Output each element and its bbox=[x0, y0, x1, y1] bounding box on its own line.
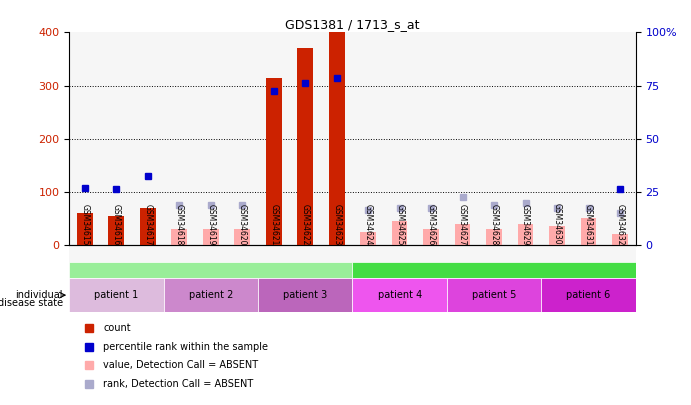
Bar bbox=[69, 32, 101, 245]
Text: patient 2: patient 2 bbox=[189, 290, 233, 300]
Text: count: count bbox=[103, 323, 131, 333]
Bar bbox=[164, 245, 195, 279]
Bar bbox=[203, 229, 218, 245]
Bar bbox=[290, 32, 321, 245]
Bar bbox=[171, 229, 187, 245]
Bar bbox=[360, 232, 376, 245]
Bar bbox=[384, 245, 415, 279]
Bar bbox=[321, 32, 352, 245]
Bar bbox=[478, 32, 510, 245]
Bar bbox=[352, 245, 384, 279]
Bar bbox=[329, 32, 345, 245]
Text: disease state: disease state bbox=[0, 298, 63, 309]
Text: patient 1: patient 1 bbox=[94, 290, 138, 300]
FancyBboxPatch shape bbox=[69, 262, 352, 345]
Bar bbox=[352, 32, 384, 245]
FancyBboxPatch shape bbox=[541, 279, 636, 312]
Bar bbox=[164, 32, 195, 245]
Bar bbox=[415, 245, 447, 279]
Bar bbox=[541, 245, 573, 279]
Bar bbox=[258, 245, 290, 279]
Bar bbox=[140, 208, 155, 245]
Bar bbox=[612, 234, 628, 245]
Text: GSM34622: GSM34622 bbox=[301, 204, 310, 245]
Text: rank, Detection Call = ABSENT: rank, Detection Call = ABSENT bbox=[103, 379, 254, 389]
Text: GSM34629: GSM34629 bbox=[521, 204, 530, 245]
Bar bbox=[195, 32, 227, 245]
Bar bbox=[227, 32, 258, 245]
Bar bbox=[573, 245, 604, 279]
Text: individual: individual bbox=[15, 290, 63, 300]
Bar bbox=[195, 245, 227, 279]
Bar bbox=[604, 32, 636, 245]
Bar bbox=[108, 216, 124, 245]
Text: percentile rank within the sample: percentile rank within the sample bbox=[103, 342, 268, 352]
Bar bbox=[518, 224, 533, 245]
Bar bbox=[604, 245, 636, 279]
Bar bbox=[234, 229, 250, 245]
Text: GSM34618: GSM34618 bbox=[175, 204, 184, 245]
FancyBboxPatch shape bbox=[258, 279, 352, 312]
FancyBboxPatch shape bbox=[352, 279, 447, 312]
Text: GSM34617: GSM34617 bbox=[143, 204, 152, 245]
Text: GSM34628: GSM34628 bbox=[489, 204, 499, 245]
Bar bbox=[423, 229, 439, 245]
Bar bbox=[580, 218, 596, 245]
Text: GSM34624: GSM34624 bbox=[363, 204, 372, 245]
Text: patient 3: patient 3 bbox=[283, 290, 328, 300]
Bar bbox=[321, 245, 352, 279]
Text: GSM34619: GSM34619 bbox=[206, 204, 216, 245]
Bar bbox=[297, 48, 313, 245]
Text: GSM34623: GSM34623 bbox=[332, 204, 341, 245]
Text: GSM34632: GSM34632 bbox=[616, 204, 625, 245]
Bar bbox=[266, 78, 281, 245]
Text: GSM34625: GSM34625 bbox=[395, 204, 404, 245]
Bar bbox=[392, 221, 408, 245]
Text: carboplatin resistant tumor: carboplatin resistant tumor bbox=[427, 298, 561, 309]
Bar bbox=[69, 245, 101, 279]
Bar bbox=[455, 224, 471, 245]
Text: patient 5: patient 5 bbox=[472, 290, 516, 300]
Text: GSM34630: GSM34630 bbox=[553, 203, 562, 245]
Bar bbox=[573, 32, 604, 245]
Bar bbox=[132, 32, 164, 245]
Bar bbox=[486, 229, 502, 245]
Bar bbox=[384, 32, 415, 245]
Bar bbox=[541, 32, 573, 245]
Bar bbox=[132, 245, 164, 279]
Title: GDS1381 / 1713_s_at: GDS1381 / 1713_s_at bbox=[285, 18, 419, 31]
Bar bbox=[258, 32, 290, 245]
Text: GSM34631: GSM34631 bbox=[584, 204, 593, 245]
Text: GSM34615: GSM34615 bbox=[80, 204, 89, 245]
FancyBboxPatch shape bbox=[447, 279, 541, 312]
Text: GSM34626: GSM34626 bbox=[426, 204, 435, 245]
Bar bbox=[415, 32, 447, 245]
Bar bbox=[290, 245, 321, 279]
Text: carboplatin sensitive tumor: carboplatin sensitive tumor bbox=[143, 298, 278, 309]
Bar bbox=[478, 245, 510, 279]
Bar bbox=[549, 226, 565, 245]
FancyBboxPatch shape bbox=[352, 262, 636, 345]
FancyBboxPatch shape bbox=[69, 279, 164, 312]
Bar bbox=[510, 245, 541, 279]
Bar bbox=[101, 32, 132, 245]
Text: GSM34616: GSM34616 bbox=[112, 204, 121, 245]
Bar bbox=[510, 32, 541, 245]
Text: patient 4: patient 4 bbox=[377, 290, 422, 300]
Bar bbox=[77, 213, 93, 245]
Bar bbox=[447, 245, 478, 279]
Bar bbox=[227, 245, 258, 279]
Bar bbox=[447, 32, 478, 245]
Bar bbox=[101, 245, 132, 279]
FancyBboxPatch shape bbox=[164, 279, 258, 312]
Text: GSM34620: GSM34620 bbox=[238, 204, 247, 245]
Text: value, Detection Call = ABSENT: value, Detection Call = ABSENT bbox=[103, 360, 258, 371]
Text: GSM34621: GSM34621 bbox=[269, 204, 278, 245]
Text: GSM34627: GSM34627 bbox=[458, 204, 467, 245]
Text: patient 6: patient 6 bbox=[567, 290, 611, 300]
